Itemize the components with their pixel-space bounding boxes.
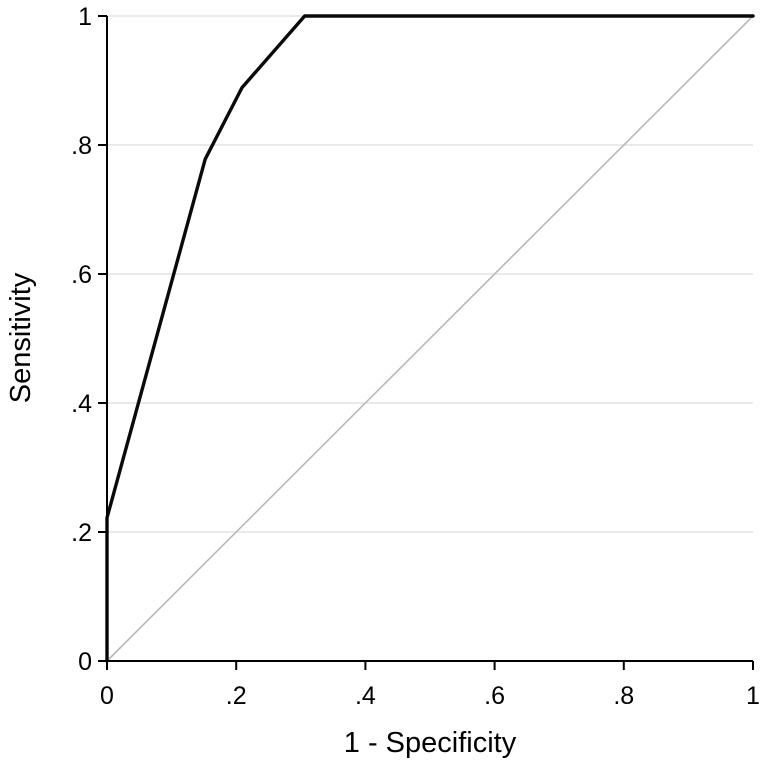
x-tick-label: 1 (746, 682, 760, 710)
y-tick-label: .2 (71, 519, 92, 547)
y-tick-label: .6 (71, 261, 92, 289)
y-tick-label: 0 (78, 648, 92, 676)
gridlines (107, 15, 753, 533)
x-tick-label: .4 (355, 682, 376, 710)
y-axis-label: Sensitivity (5, 272, 37, 403)
x-axis-label: 1 - Specificity (344, 727, 517, 759)
y-tick-label: 1 (78, 3, 92, 31)
y-tick-label: .4 (71, 390, 92, 418)
chart-series (105, 14, 755, 663)
axes (98, 15, 754, 670)
y-tick-label: .8 (71, 132, 92, 160)
reference-diagonal-line (106, 15, 754, 662)
tick-labels: 0 .2 .4 .6 .8 1 0 .2 .4 .6 .8 1 (71, 3, 760, 710)
x-tick-label: .8 (613, 682, 634, 710)
x-tick-label: .6 (484, 682, 505, 710)
x-tick-label: .2 (226, 682, 247, 710)
x-tick-label: 0 (100, 682, 114, 710)
